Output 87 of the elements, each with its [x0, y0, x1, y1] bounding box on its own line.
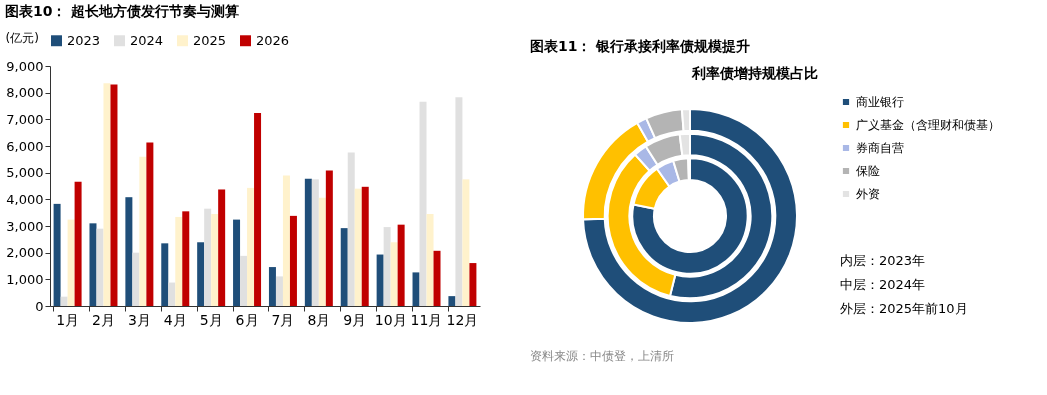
bar: [74, 181, 82, 306]
bar: [376, 254, 384, 306]
legend-label: 外资: [856, 187, 880, 201]
y-tick-label: 1,000: [6, 271, 44, 287]
bar: [60, 296, 68, 306]
bar: [204, 208, 212, 306]
bar: [383, 227, 391, 306]
bar: [139, 156, 147, 306]
bar: [347, 152, 355, 306]
x-tick-label: 5月: [199, 311, 223, 328]
text: 中层：2024年: [840, 277, 926, 292]
legend-label: 2024: [130, 32, 164, 48]
bar: [311, 179, 319, 306]
x-tick-label: 1月: [56, 311, 80, 328]
bar: [354, 188, 362, 306]
bar: [412, 272, 420, 306]
x-tick-label: 3月: [127, 311, 151, 328]
legend-label: 2025: [193, 32, 227, 48]
legend-label: 商业银行: [856, 95, 904, 109]
x-tick-label: 11月: [410, 311, 443, 328]
x-tick-label: 7月: [271, 311, 295, 328]
bar: [254, 112, 262, 306]
bar: [168, 282, 176, 306]
bar: [67, 219, 75, 306]
y-tick-label: 0: [35, 298, 44, 314]
bar: [419, 101, 427, 306]
bar: [218, 189, 226, 306]
legend-label: 2026: [256, 32, 290, 48]
bar: [455, 97, 463, 306]
bar: [426, 214, 434, 306]
y-tick-label: 3,000: [6, 218, 44, 234]
bar: [53, 203, 61, 306]
bar: [182, 211, 190, 306]
bar: [282, 175, 290, 306]
bar: [275, 276, 283, 306]
bar: [340, 228, 348, 306]
bar: [233, 219, 241, 306]
text: 外层：2025年前10月: [840, 301, 968, 316]
bar: [175, 216, 183, 306]
bar: [240, 255, 248, 306]
bar: [161, 243, 169, 306]
bar: [448, 296, 456, 306]
x-tick-label: 9月: [343, 311, 367, 328]
bar: [268, 267, 276, 306]
bar: [110, 84, 118, 306]
x-tick-label: 10月: [374, 311, 407, 328]
y-tick-label: 6,000: [6, 138, 44, 154]
text: 资料来源：中债登，上清所: [530, 349, 674, 363]
bar: [318, 197, 326, 306]
bar: [197, 242, 205, 306]
bar: [103, 83, 111, 306]
text: 内层：2023年: [840, 253, 926, 268]
y-axis-title: (亿元): [5, 30, 39, 45]
bar: [304, 178, 312, 306]
y-tick-label: 4,000: [6, 191, 44, 207]
bar: [433, 250, 441, 306]
bar: [132, 252, 140, 306]
bar: [325, 170, 333, 306]
bar: [89, 223, 97, 306]
chart-subtitle: 利率债增持规模占比: [691, 65, 818, 81]
x-tick-label: 12月: [446, 311, 479, 328]
bar: [462, 179, 470, 306]
y-tick-label: 2,000: [6, 245, 44, 261]
y-tick-label: 7,000: [6, 111, 44, 127]
bar: [361, 186, 369, 306]
legend-label: 保险: [856, 164, 880, 178]
y-tick-label: 5,000: [6, 165, 44, 181]
x-tick-label: 4月: [163, 311, 187, 328]
y-tick-label: 9,000: [6, 58, 44, 74]
bar: [397, 224, 405, 306]
bar: [125, 197, 133, 306]
y-tick-label: 8,000: [6, 85, 44, 101]
chart-title: 图表10： 超长地方债发行节奏与测算: [5, 3, 240, 19]
x-tick-label: 8月: [307, 311, 331, 328]
chart-title: 图表11： 银行承接利率债规模提升: [530, 38, 751, 54]
x-tick-label: 6月: [235, 311, 259, 328]
bar: [247, 187, 255, 306]
bar: [469, 263, 477, 306]
bar: [146, 142, 154, 306]
bar: [96, 228, 104, 306]
bar: [390, 242, 398, 306]
x-tick-label: 2月: [92, 311, 115, 328]
bar: [289, 215, 297, 306]
legend-label: 广义基金（含理财和债基）: [856, 118, 1000, 132]
bar: [211, 214, 219, 306]
legend-label: 2023: [67, 32, 101, 48]
legend-label: 券商自营: [856, 141, 904, 155]
